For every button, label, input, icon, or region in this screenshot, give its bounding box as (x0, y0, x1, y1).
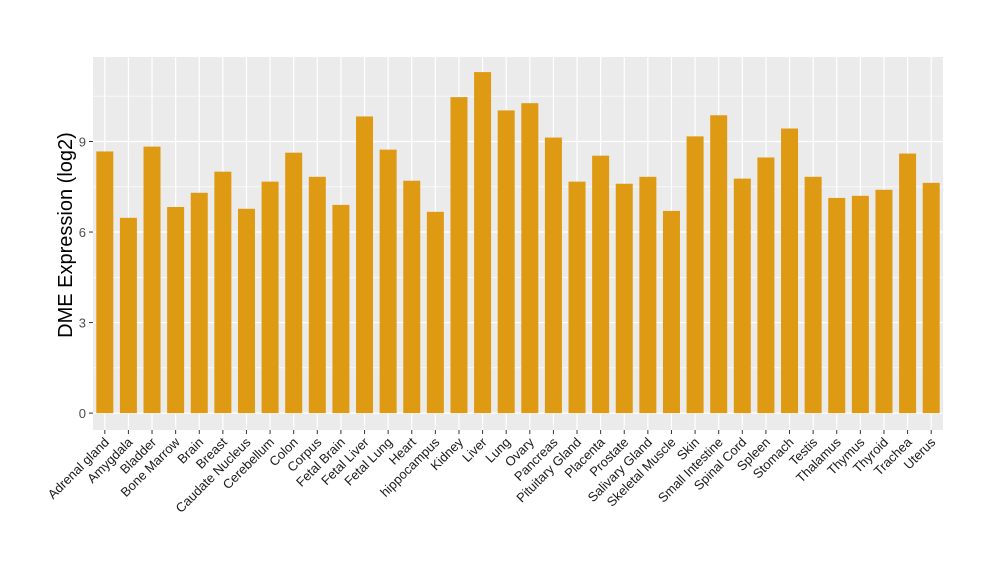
bar-fetal-lung (379, 149, 397, 414)
y-tick-label: 6 (79, 225, 86, 240)
bar-spleen (757, 157, 775, 414)
bar-skeletal-muscle (662, 210, 680, 414)
x-tick-label: Liver (459, 434, 490, 465)
bars (96, 72, 940, 414)
bar-heart (403, 180, 421, 414)
bar-uterus (922, 182, 940, 414)
bar-kidney (450, 97, 468, 414)
bar-liver (474, 72, 492, 414)
bar-pituitary-gland (568, 181, 586, 414)
bar-prostate (615, 183, 633, 414)
bar-breast (214, 171, 232, 414)
bar-caudate-nucleus (237, 208, 255, 414)
bar-cerebellum (261, 181, 279, 414)
bar-colon (285, 152, 303, 414)
bar-thyroid (875, 189, 893, 414)
y-tick-label: 0 (79, 406, 86, 421)
bar-small-intestine (710, 115, 728, 414)
bar-adrenal-gland (96, 151, 114, 414)
bar-trachea (899, 153, 917, 414)
bar-placenta (592, 155, 610, 414)
bar-fetal-liver (356, 116, 374, 414)
bar-bone-marrow (167, 206, 185, 414)
bar-testis (804, 176, 822, 414)
bar-brain (190, 192, 208, 414)
bar-bladder (143, 146, 161, 414)
bar-lung (497, 110, 515, 414)
bar-corpus (308, 176, 326, 414)
bar-ovary (521, 103, 539, 414)
bar-stomach (781, 128, 799, 414)
bar-amygdala (119, 217, 137, 414)
bar-salivary-gland (639, 176, 657, 414)
y-tick-label: 9 (79, 134, 86, 149)
y-tick-label: 3 (79, 316, 86, 331)
y-axis: 0 3 6 9 (79, 134, 93, 421)
y-axis-label: DME Expression (log2) (55, 132, 77, 338)
bar-thalamus (828, 197, 846, 414)
bar-spinal-cord (733, 178, 751, 414)
bar-hippocampus (426, 211, 444, 414)
bar-thymus (851, 195, 869, 414)
bar-skin (686, 136, 704, 414)
bar-fetal-brain (332, 204, 350, 414)
bar-pancreas (544, 137, 562, 414)
